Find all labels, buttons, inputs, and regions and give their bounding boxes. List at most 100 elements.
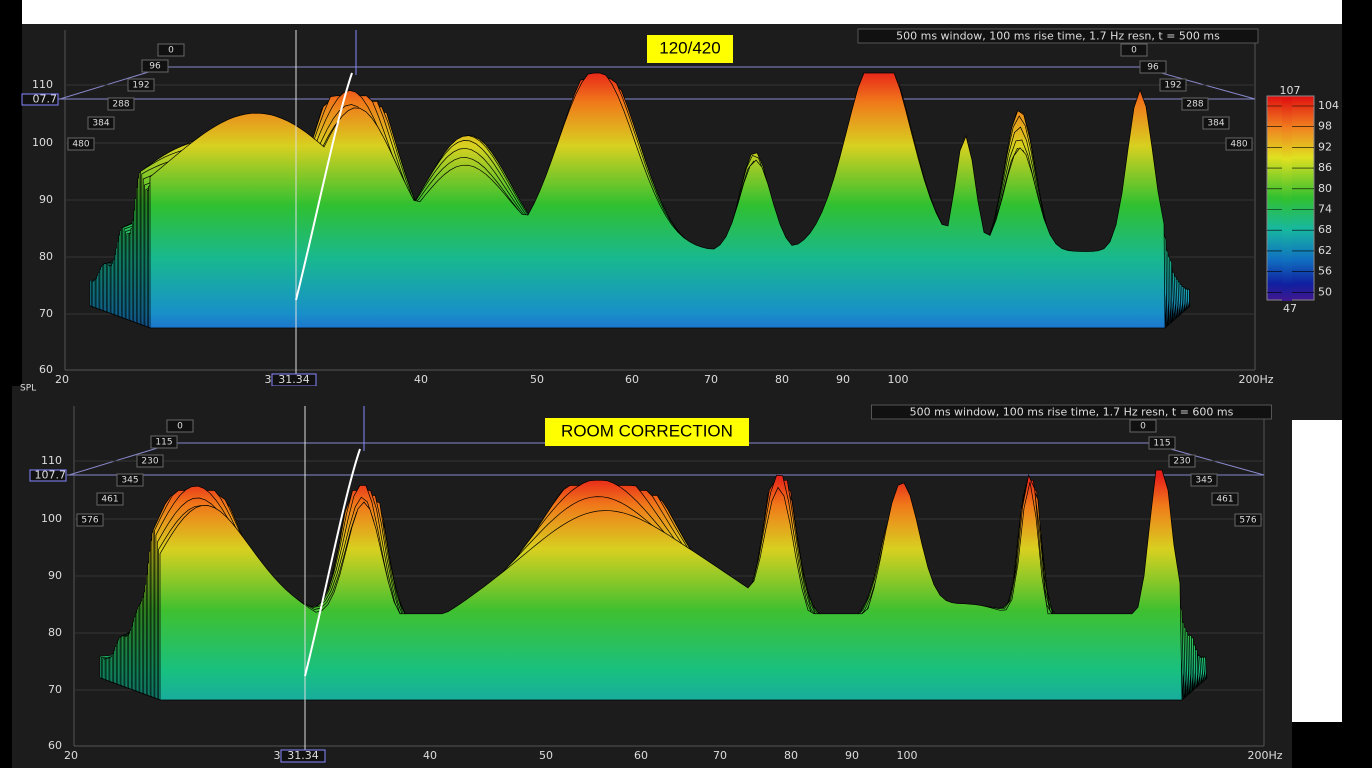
time-box — [87, 116, 115, 130]
colorbar-label: 92 — [1318, 140, 1332, 153]
time-box — [1225, 137, 1253, 151]
time-label: 96 — [149, 62, 161, 72]
time-box — [1129, 419, 1157, 433]
y-tick-label: 90 — [48, 569, 62, 582]
colorbar-label: 98 — [1318, 120, 1332, 133]
time-box — [76, 513, 104, 527]
colorbar-label: 68 — [1318, 223, 1332, 236]
y-tick-label: 90 — [39, 193, 53, 206]
time-box — [67, 137, 95, 151]
x-tick-label: 3 — [265, 373, 272, 386]
info-box — [871, 404, 1272, 420]
time-box — [1159, 78, 1187, 92]
time-label: 0 — [1140, 422, 1146, 432]
time-box — [166, 419, 194, 433]
panel-label: ROOM CORRECTION — [561, 421, 733, 440]
peak-trace — [295, 72, 353, 301]
colorbar-label: 56 — [1318, 265, 1332, 278]
x-tick-label: 60 — [625, 373, 639, 386]
x-tick-label: 40 — [414, 373, 428, 386]
time-label: 461 — [101, 495, 118, 505]
time-label: 345 — [1195, 476, 1212, 486]
panel-label: 120/420 — [659, 38, 720, 57]
time-label: 230 — [141, 457, 158, 467]
info-text: 500 ms window, 100 ms rise time, 1.7 Hz … — [910, 406, 1234, 419]
time-box — [1168, 454, 1196, 468]
colorbar-label: 86 — [1318, 161, 1332, 174]
cursor-box — [21, 93, 59, 106]
time-label: 480 — [1230, 140, 1247, 150]
time-label: 480 — [72, 140, 89, 150]
time-box — [1202, 116, 1230, 130]
cursor-x-value: 31.34 — [278, 373, 310, 386]
x-tick-label: 200Hz — [1238, 373, 1273, 386]
info-box — [857, 28, 1259, 44]
time-box — [116, 473, 144, 487]
time-box — [1120, 43, 1148, 57]
time-box — [127, 78, 155, 92]
x-tick-label: 60 — [634, 749, 648, 762]
time-label: 461 — [1216, 495, 1233, 505]
y-tick-label: 110 — [32, 78, 53, 91]
colorbar-min: 47 — [1283, 302, 1297, 315]
time-label: 230 — [1173, 457, 1190, 467]
x-tick-label: 3 — [274, 749, 281, 762]
time-box — [107, 97, 135, 111]
y-tick-label: 60 — [39, 363, 53, 376]
y-tick-label: 70 — [48, 683, 62, 696]
time-label: 115 — [155, 438, 172, 448]
top-strip — [22, 0, 1342, 24]
colorbar-label: 104 — [1318, 99, 1339, 112]
time-label: 288 — [112, 100, 129, 110]
x-tick-label: 90 — [836, 373, 850, 386]
x-tick-label: 20 — [64, 749, 78, 762]
time-label: 96 — [1147, 63, 1159, 73]
x-tick-label: 70 — [713, 749, 727, 762]
time-box — [150, 435, 178, 449]
cursor-x-value: 31.34 — [287, 749, 319, 762]
time-label: 576 — [1239, 516, 1256, 526]
time-label: 0 — [168, 46, 174, 56]
time-label: 288 — [1186, 100, 1203, 110]
x-tick-label: 20 — [55, 373, 69, 386]
y-tick-label: 100 — [32, 136, 53, 149]
time-box — [157, 43, 185, 57]
peak-trace — [304, 448, 361, 677]
colorbar-label: 74 — [1318, 203, 1332, 216]
x-tick-label: 100 — [888, 373, 909, 386]
time-label: 384 — [1207, 119, 1224, 129]
colorbar-label: 80 — [1318, 182, 1332, 195]
colorbar-label: 62 — [1318, 244, 1332, 257]
time-box — [96, 492, 124, 506]
time-label: 192 — [132, 81, 149, 91]
y-tick-label: 60 — [48, 739, 62, 752]
colorbar-max: 107 — [1280, 84, 1301, 97]
surface-slice — [149, 72, 1166, 329]
x-tick-label: 40 — [423, 749, 437, 762]
time-box — [1181, 97, 1209, 111]
cursor-box — [29, 469, 67, 482]
time-box — [136, 454, 164, 468]
time-label: 115 — [1153, 439, 1170, 449]
cursor-box — [280, 749, 326, 763]
surface-slice — [159, 469, 1183, 701]
time-label: 384 — [92, 119, 109, 129]
colorbar — [1282, 98, 1292, 301]
y-tick-label: 110 — [41, 454, 62, 467]
label-bg — [647, 35, 733, 63]
time-label: 0 — [1131, 46, 1137, 56]
time-box — [141, 59, 169, 73]
time-box — [1190, 473, 1218, 487]
axis-title: SPL — [20, 384, 36, 394]
cursor-y-value: 07.7 — [33, 93, 58, 106]
y-tick-label: 80 — [48, 626, 62, 639]
x-tick-label: 90 — [845, 749, 859, 762]
time-label: 345 — [121, 476, 138, 486]
x-tick-label: 50 — [530, 373, 544, 386]
time-label: 0 — [177, 422, 183, 432]
time-box — [1139, 60, 1167, 74]
